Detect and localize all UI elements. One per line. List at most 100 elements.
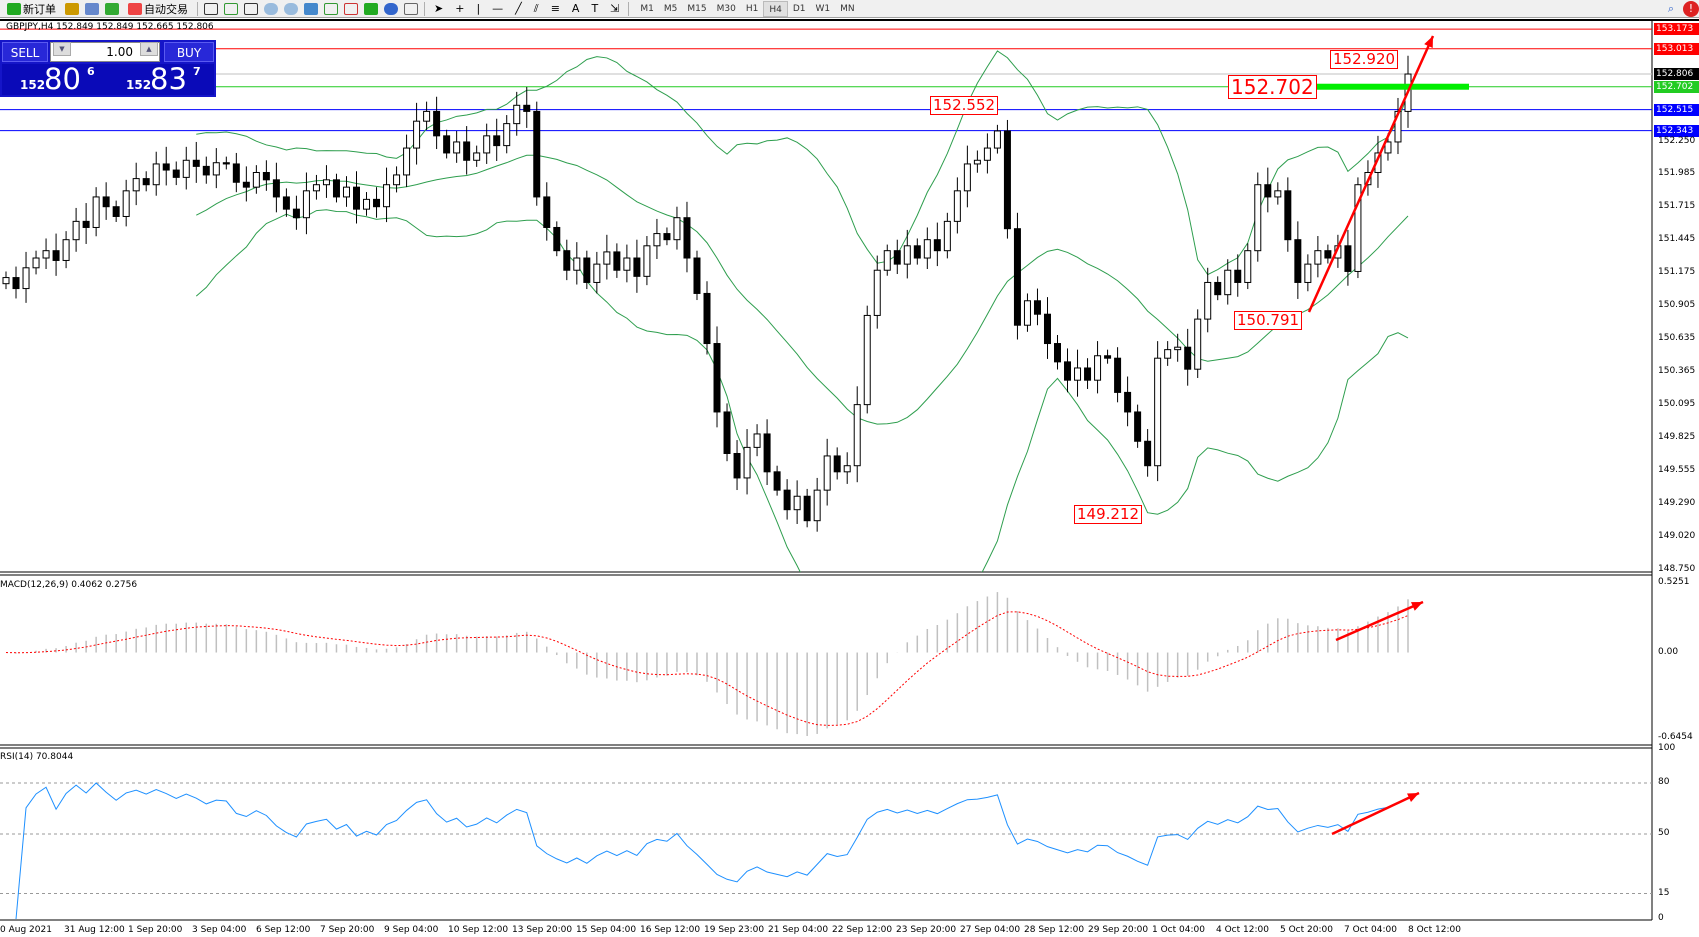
tile-windows-icon[interactable] <box>304 2 318 15</box>
search-icon[interactable]: ⌕ <box>1667 1 1674 15</box>
annotation-swing-low[interactable]: 150.791 <box>1234 311 1303 330</box>
price-tag: 152.806 <box>1654 68 1699 81</box>
candle-body <box>242 181 250 188</box>
macd-label: MACD(12,26,9) 0.4062 0.2756 <box>0 580 138 590</box>
time-axis-label: 4 Oct 12:00 <box>1216 925 1269 935</box>
candle-body <box>933 239 941 252</box>
timeframe-h1[interactable]: H1 <box>745 3 759 14</box>
bid-price[interactable]: 152 80 6 <box>2 62 108 96</box>
sell-button[interactable]: SELL <box>2 42 48 62</box>
horizontal-line-icon[interactable]: — <box>492 2 504 15</box>
timeframe-m5[interactable]: M5 <box>663 3 678 14</box>
price-axis-label: 150.365 <box>1658 366 1696 377</box>
candle-body <box>322 179 330 186</box>
arrows-icon[interactable]: ⇲ <box>610 2 620 15</box>
lot-increase-button[interactable]: ▲ <box>140 42 158 56</box>
zoom-in-icon[interactable] <box>264 2 278 15</box>
candle-body <box>1074 367 1082 381</box>
candle-body <box>292 208 300 219</box>
candle-body <box>1324 250 1332 259</box>
candle-body <box>1084 367 1092 381</box>
timeframe-mn[interactable]: MN <box>840 3 855 14</box>
price-axis-label: 150.905 <box>1658 300 1696 311</box>
annotation-level[interactable]: 152.702 <box>1228 75 1317 99</box>
new-order-icon <box>7 2 21 15</box>
annotation-swing-high[interactable]: 152.552 <box>930 96 999 115</box>
lot-size-input[interactable]: 1.00 <box>50 42 160 62</box>
candle-body <box>1204 281 1212 320</box>
rsi-arrow-head <box>1407 793 1419 802</box>
candle-body <box>1094 355 1102 381</box>
templates-icon[interactable] <box>404 2 418 15</box>
auto-trading-button[interactable]: 自动交易 <box>125 1 191 17</box>
timeframe-w1[interactable]: W1 <box>815 3 831 14</box>
zoom-out-icon[interactable] <box>284 2 298 15</box>
notification-icon[interactable]: ! <box>1683 0 1699 17</box>
fibonacci-icon[interactable]: ≡ <box>550 2 560 15</box>
candle-body <box>773 471 781 491</box>
candle-body <box>793 495 801 511</box>
timeframe-h4[interactable]: H4 <box>763 0 788 17</box>
candle-body <box>1104 355 1112 359</box>
candle-body <box>443 135 451 154</box>
timeframe-m30[interactable]: M30 <box>716 3 736 14</box>
time-axis-label: 22 Sep 12:00 <box>832 925 893 935</box>
annotation-low[interactable]: 149.212 <box>1074 505 1143 524</box>
bar-chart-icon[interactable] <box>204 2 218 15</box>
rsi-label: RSI(14) 70.8044 <box>0 752 74 762</box>
terminal-icon[interactable] <box>85 2 99 15</box>
indicators-icon[interactable] <box>364 2 378 15</box>
candlestick-icon[interactable] <box>224 2 238 15</box>
ask-price[interactable]: 152 83 7 <box>108 62 214 96</box>
candle-body <box>332 179 340 198</box>
candle-body <box>513 104 521 125</box>
price-axis-label: 148.750 <box>1658 563 1696 574</box>
navigator-icon[interactable] <box>65 2 79 15</box>
candle-body <box>1003 130 1011 230</box>
candle-body <box>1284 190 1292 241</box>
chart-shift-icon[interactable] <box>344 2 358 15</box>
candle-body <box>172 169 180 178</box>
time-axis-label: 7 Sep 20:00 <box>320 925 375 935</box>
candle-body <box>833 455 841 473</box>
annotation-high[interactable]: 152.920 <box>1330 50 1399 69</box>
timeframe-m15[interactable]: M15 <box>687 3 707 14</box>
candle-body <box>1244 250 1252 283</box>
text-icon[interactable]: A <box>571 2 580 15</box>
time-axis-label: 5 Oct 20:00 <box>1280 925 1333 935</box>
text-label-icon[interactable]: T <box>591 2 599 15</box>
channel-icon[interactable]: ⫽ <box>533 1 539 15</box>
signals-icon[interactable] <box>105 2 119 15</box>
candle-body <box>102 196 110 208</box>
candle-body <box>112 206 120 217</box>
candle-body <box>913 245 921 259</box>
buy-button[interactable]: BUY <box>164 42 214 62</box>
candle-body <box>563 250 571 271</box>
line-chart-icon[interactable] <box>244 2 258 15</box>
candle-body <box>783 489 791 511</box>
candle-body <box>342 186 350 198</box>
trendline-icon[interactable]: ╱ <box>515 2 522 15</box>
candle-body <box>1304 263 1312 283</box>
candle-body <box>473 152 481 161</box>
candle-body <box>1254 184 1262 252</box>
candle-body <box>122 190 130 217</box>
vertical-line-icon[interactable]: | <box>476 2 481 15</box>
timeframe-d1[interactable]: D1 <box>792 3 806 14</box>
candle-body <box>803 495 811 522</box>
candle-body <box>182 159 190 178</box>
new-order-button[interactable]: 新订单 <box>4 1 59 17</box>
candle-body <box>2 277 10 285</box>
cursor-icon[interactable]: ➤ <box>434 2 444 15</box>
timeframe-m1[interactable]: M1 <box>640 3 654 14</box>
periods-icon[interactable] <box>384 2 398 15</box>
macd-axis-label: 0.00 <box>1658 646 1679 657</box>
chart-window[interactable] <box>0 19 1699 937</box>
crosshair-icon[interactable]: + <box>455 2 465 15</box>
lot-decrease-button[interactable]: ▼ <box>53 42 71 56</box>
time-axis-label: 7 Oct 04:00 <box>1344 925 1397 935</box>
candle-body <box>1124 391 1132 413</box>
time-axis-label: 19 Sep 23:00 <box>704 925 765 935</box>
autoscroll-icon[interactable] <box>324 2 338 15</box>
